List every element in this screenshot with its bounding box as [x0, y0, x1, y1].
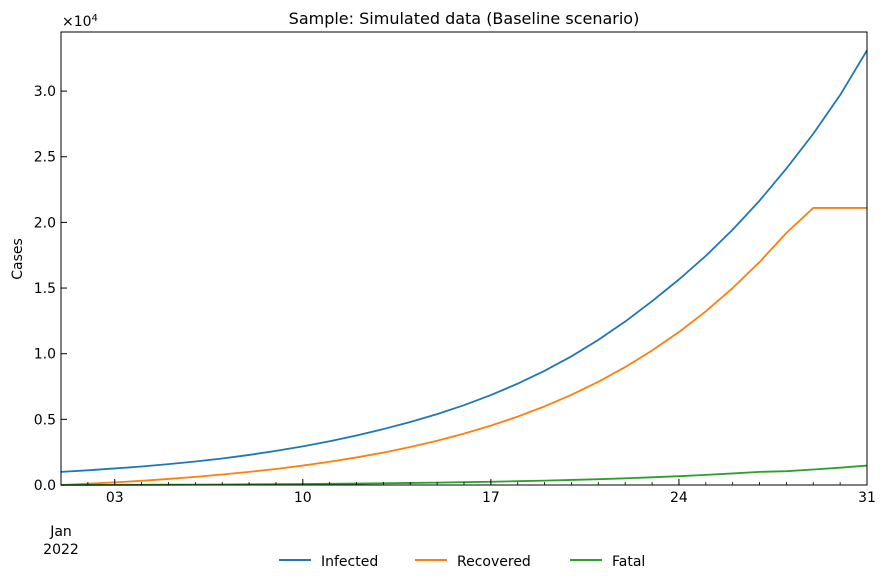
y-tick-label: 2.5 — [34, 150, 56, 166]
series-line-infected — [60, 49, 868, 473]
x-tick-label: 03 — [106, 490, 124, 506]
legend: Infected Recovered Fatal — [279, 554, 645, 570]
y-multiplier-exponent: 4 — [92, 13, 98, 24]
legend-label: Infected — [321, 554, 378, 570]
y-tick-label: 1.5 — [34, 281, 56, 297]
y-ticks: 0.0 0.5 1.0 1.5 2.0 2.5 3.0 — [34, 84, 67, 494]
y-tick-label: 0.5 — [34, 412, 56, 428]
x-tick-label: 10 — [294, 490, 312, 506]
y-tick-label: 3.0 — [34, 84, 56, 100]
legend-item-infected: Infected — [279, 554, 378, 570]
legend-label: Recovered — [457, 554, 531, 570]
legend-item-recovered: Recovered — [415, 554, 531, 570]
y-tick-label: 2.0 — [34, 215, 56, 231]
legend-item-fatal: Fatal — [570, 554, 645, 570]
y-tick-label: 0.0 — [34, 478, 56, 494]
y-multiplier-base: ×10 — [62, 14, 92, 30]
legend-label: Fatal — [612, 554, 645, 570]
x-year-label: 2022 — [43, 542, 79, 558]
x-minor-ticks — [60, 482, 841, 485]
y-axis-label: Cases — [10, 238, 26, 280]
x-ticks: 03 10 17 24 31 — [106, 479, 876, 506]
y-tick-label: 1.0 — [34, 347, 56, 363]
axes-frame — [60, 31, 868, 486]
x-tick-label: 17 — [482, 490, 500, 506]
x-tick-label: 24 — [670, 490, 688, 506]
x-tick-label: 31 — [858, 490, 876, 506]
plot-lines — [60, 49, 868, 486]
chart-title: Sample: Simulated data (Baseline scenari… — [289, 9, 640, 28]
y-multiplier-label: ×104 — [62, 13, 98, 31]
x-month-label: Jan — [49, 524, 72, 540]
series-line-recovered — [60, 207, 867, 486]
